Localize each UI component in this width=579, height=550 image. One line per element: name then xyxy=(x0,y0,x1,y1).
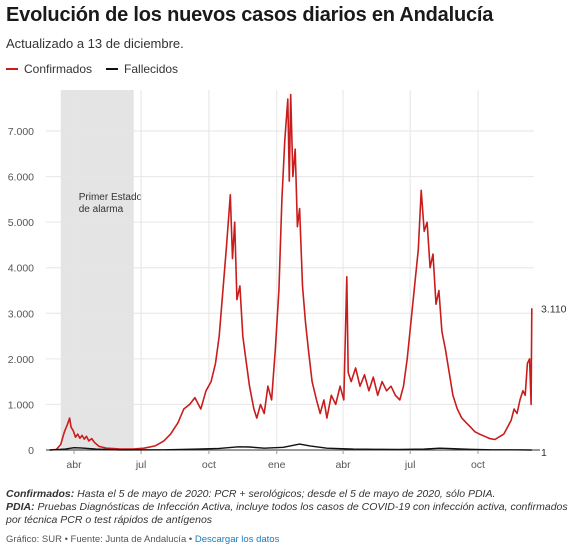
legend-swatch-confirmados xyxy=(6,68,18,70)
x-tick-label: oct xyxy=(471,459,485,471)
note-pdia-text: Pruebas Diagnósticas de Infección Activa… xyxy=(6,501,568,526)
y-tick-label: 5.000 xyxy=(8,217,34,229)
footer-source: Gráfico: SUR • Fuente: Junta de Andalucí… xyxy=(6,534,195,545)
note-confirmados-label: Confirmados: xyxy=(6,488,75,500)
end-label-fallecidos: 1 xyxy=(541,447,547,459)
note-pdia-label: PDIA: xyxy=(6,501,35,513)
alarm-state-band xyxy=(60,90,134,450)
legend-swatch-fallecidos xyxy=(106,68,119,70)
chart-title: Evolución de los nuevos casos diarios en… xyxy=(6,4,494,26)
y-tick-label: 2.000 xyxy=(8,354,34,366)
alarm-state-label-line1: Primer Estado xyxy=(79,192,143,203)
legend-label-fallecidos: Fallecidos xyxy=(124,62,179,76)
x-tick-label: abr xyxy=(66,459,82,471)
chart-subtitle: Actualizado a 13 de diciembre. xyxy=(6,36,184,51)
download-data-link[interactable]: Descargar los datos xyxy=(194,534,280,545)
y-axis-ticks: 0 1.000 2.000 3.000 4.000 5.000 6.000 7.000 xyxy=(8,126,34,457)
y-tick-label: 4.000 xyxy=(8,263,34,275)
legend: Confirmados Fallecidos xyxy=(6,62,178,76)
y-tick-label: 6.000 xyxy=(8,172,34,184)
alarm-state-label-line2: de alarma xyxy=(79,204,124,215)
x-tick-label: jul xyxy=(404,459,416,471)
y-tick-label: 1.000 xyxy=(8,399,34,411)
fallecidos-line xyxy=(49,443,532,451)
end-labels: 3.110 1 xyxy=(541,303,567,459)
x-tick-label: oct xyxy=(202,459,216,471)
footer-credits: Gráfico: SUR • Fuente: Junta de Andalucí… xyxy=(6,534,279,545)
x-tick-label: jul xyxy=(135,459,147,471)
note-confirmados-text: Hasta el 5 de mayo de 2020: PCR + seroló… xyxy=(74,488,496,500)
legend-label-confirmados: Confirmados xyxy=(24,62,93,76)
y-tick-label: 0 xyxy=(28,445,34,457)
end-label-confirmados: 3.110 xyxy=(541,303,567,315)
legend-item-fallecidos[interactable]: Fallecidos xyxy=(106,62,178,76)
series-lines xyxy=(49,93,533,451)
chart-notes: Confirmados: Hasta el 5 de mayo de 2020:… xyxy=(6,488,574,527)
legend-item-confirmados[interactable]: Confirmados xyxy=(6,62,92,76)
y-tick-label: 3.000 xyxy=(8,308,34,320)
y-tick-label: 7.000 xyxy=(8,126,34,138)
x-tick-label: abr xyxy=(335,459,351,471)
x-axis-ticks: abr jul oct ene abr jul oct xyxy=(66,450,485,471)
x-tick-label: ene xyxy=(268,459,286,471)
confirmados-line xyxy=(49,93,533,451)
